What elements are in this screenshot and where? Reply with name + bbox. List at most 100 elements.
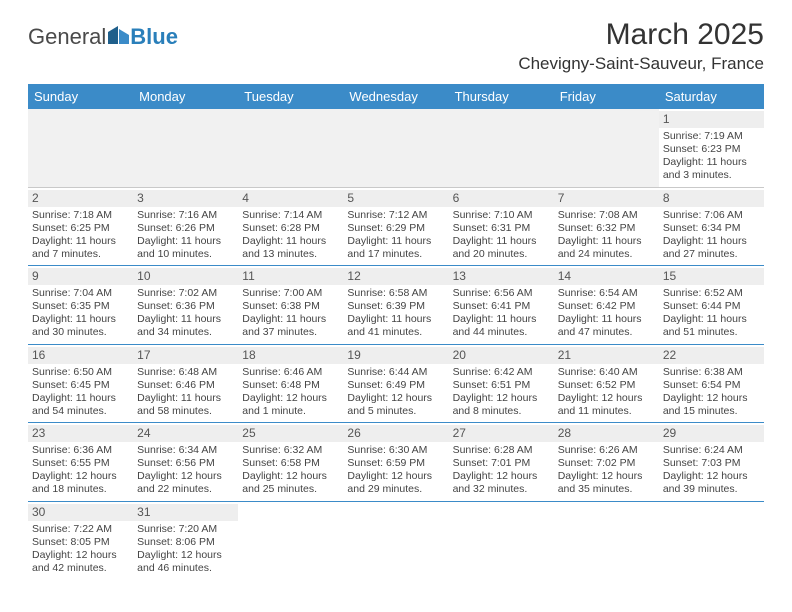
daylight: Daylight: 11 hours and 24 minutes. [558,235,655,261]
day-header: Monday [133,84,238,109]
calendar-row: 2Sunrise: 7:18 AMSunset: 6:25 PMDaylight… [28,187,764,266]
calendar-row: 30Sunrise: 7:22 AMSunset: 8:05 PMDayligh… [28,501,764,579]
sunset: Sunset: 6:26 PM [137,222,234,235]
calendar-cell: 8Sunrise: 7:06 AMSunset: 6:34 PMDaylight… [659,187,764,266]
day-number: 22 [659,347,764,364]
logo-icon [108,24,130,50]
day-number: 13 [449,268,554,285]
sunrise: Sunrise: 6:42 AM [453,366,550,379]
sunset: Sunset: 6:46 PM [137,379,234,392]
sunrise: Sunrise: 6:30 AM [347,444,444,457]
sunrise: Sunrise: 6:58 AM [347,287,444,300]
sunrise: Sunrise: 6:52 AM [663,287,760,300]
calendar-cell: 26Sunrise: 6:30 AMSunset: 6:59 PMDayligh… [343,423,448,502]
calendar-cell: 25Sunrise: 6:32 AMSunset: 6:58 PMDayligh… [238,423,343,502]
calendar-cell [238,501,343,579]
calendar-cell: 13Sunrise: 6:56 AMSunset: 6:41 PMDayligh… [449,266,554,345]
sunset: Sunset: 6:38 PM [242,300,339,313]
daylight: Daylight: 12 hours and 25 minutes. [242,470,339,496]
daylight: Daylight: 12 hours and 22 minutes. [137,470,234,496]
daylight: Daylight: 12 hours and 5 minutes. [347,392,444,418]
sunset: Sunset: 6:23 PM [663,143,760,156]
sunset: Sunset: 6:59 PM [347,457,444,470]
day-number: 25 [238,425,343,442]
sunset: Sunset: 6:55 PM [32,457,129,470]
day-number: 28 [554,425,659,442]
calendar-row: 9Sunrise: 7:04 AMSunset: 6:35 PMDaylight… [28,266,764,345]
sunrise: Sunrise: 7:08 AM [558,209,655,222]
day-number: 3 [133,190,238,207]
calendar-cell: 28Sunrise: 6:26 AMSunset: 7:02 PMDayligh… [554,423,659,502]
daylight: Daylight: 11 hours and 27 minutes. [663,235,760,261]
sunset: Sunset: 6:35 PM [32,300,129,313]
sunset: Sunset: 6:41 PM [453,300,550,313]
calendar-cell: 18Sunrise: 6:46 AMSunset: 6:48 PMDayligh… [238,344,343,423]
sunrise: Sunrise: 7:19 AM [663,130,760,143]
sunset: Sunset: 6:44 PM [663,300,760,313]
calendar-cell: 17Sunrise: 6:48 AMSunset: 6:46 PMDayligh… [133,344,238,423]
sunrise: Sunrise: 6:54 AM [558,287,655,300]
sunrise: Sunrise: 6:48 AM [137,366,234,379]
day-number: 14 [554,268,659,285]
day-number: 8 [659,190,764,207]
logo: General Blue [28,24,178,50]
sunset: Sunset: 6:29 PM [347,222,444,235]
day-number: 5 [343,190,448,207]
sunset: Sunset: 7:03 PM [663,457,760,470]
day-number: 27 [449,425,554,442]
header: General Blue March 2025 Chevigny-Saint-S… [28,18,764,74]
day-header: Wednesday [343,84,448,109]
calendar-cell [449,501,554,579]
sunset: Sunset: 6:32 PM [558,222,655,235]
sunset: Sunset: 6:36 PM [137,300,234,313]
day-number: 10 [133,268,238,285]
sunrise: Sunrise: 6:26 AM [558,444,655,457]
day-number: 30 [28,504,133,521]
sunrise: Sunrise: 6:50 AM [32,366,129,379]
calendar-row: 16Sunrise: 6:50 AMSunset: 6:45 PMDayligh… [28,344,764,423]
sunset: Sunset: 6:51 PM [453,379,550,392]
daylight: Daylight: 12 hours and 32 minutes. [453,470,550,496]
daylight: Daylight: 11 hours and 13 minutes. [242,235,339,261]
daylight: Daylight: 11 hours and 37 minutes. [242,313,339,339]
day-header: Saturday [659,84,764,109]
day-number: 19 [343,347,448,364]
sunrise: Sunrise: 6:28 AM [453,444,550,457]
sunrise: Sunrise: 7:10 AM [453,209,550,222]
sunrise: Sunrise: 7:02 AM [137,287,234,300]
calendar-cell [133,109,238,187]
sunset: Sunset: 6:48 PM [242,379,339,392]
day-number: 29 [659,425,764,442]
logo-text-1: General [28,24,106,50]
title-block: March 2025 Chevigny-Saint-Sauveur, Franc… [518,18,764,74]
calendar-cell: 14Sunrise: 6:54 AMSunset: 6:42 PMDayligh… [554,266,659,345]
sunset: Sunset: 6:58 PM [242,457,339,470]
calendar-cell: 3Sunrise: 7:16 AMSunset: 6:26 PMDaylight… [133,187,238,266]
calendar-cell [238,109,343,187]
calendar-cell: 20Sunrise: 6:42 AMSunset: 6:51 PMDayligh… [449,344,554,423]
daylight: Daylight: 11 hours and 47 minutes. [558,313,655,339]
daylight: Daylight: 12 hours and 29 minutes. [347,470,444,496]
day-number: 7 [554,190,659,207]
sunset: Sunset: 7:01 PM [453,457,550,470]
sunset: Sunset: 6:31 PM [453,222,550,235]
daylight: Daylight: 11 hours and 3 minutes. [663,156,760,182]
sunset: Sunset: 6:54 PM [663,379,760,392]
month-title: March 2025 [518,18,764,52]
daylight: Daylight: 11 hours and 44 minutes. [453,313,550,339]
daylight: Daylight: 12 hours and 11 minutes. [558,392,655,418]
sunset: Sunset: 6:28 PM [242,222,339,235]
day-header: Tuesday [238,84,343,109]
sunrise: Sunrise: 6:34 AM [137,444,234,457]
sunrise: Sunrise: 6:38 AM [663,366,760,379]
sunset: Sunset: 6:34 PM [663,222,760,235]
calendar-cell: 23 Sunrise: 6:36 AMSunset: 6:55 PMDayligh… [28,423,133,502]
sunrise: Sunrise: 6:36 AM [32,444,129,457]
daylight: Daylight: 12 hours and 18 minutes. [32,470,129,496]
daylight: Daylight: 11 hours and 34 minutes. [137,313,234,339]
daylight: Daylight: 12 hours and 39 minutes. [663,470,760,496]
calendar-cell [343,501,448,579]
day-number: 23 [28,425,133,442]
calendar-cell: 12Sunrise: 6:58 AMSunset: 6:39 PMDayligh… [343,266,448,345]
calendar-cell: 16Sunrise: 6:50 AMSunset: 6:45 PMDayligh… [28,344,133,423]
